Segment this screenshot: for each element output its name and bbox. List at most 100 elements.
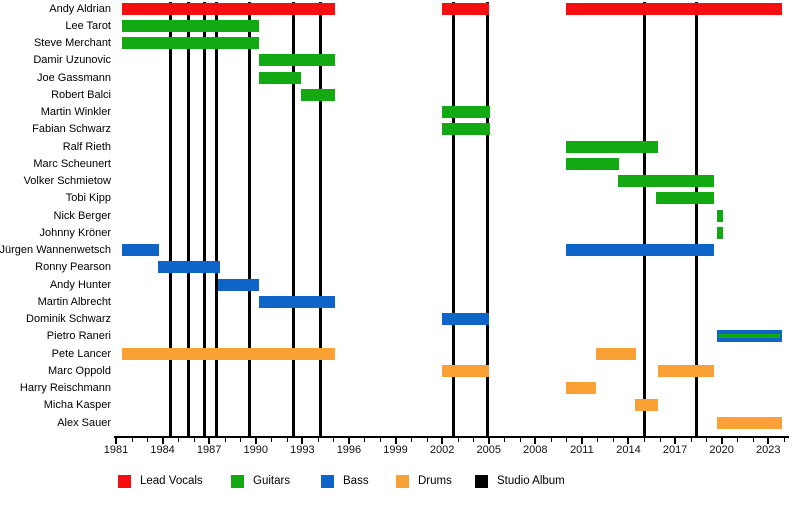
member-bar — [122, 2, 335, 15]
axis-major-tick — [441, 438, 444, 444]
member-bar — [566, 382, 596, 394]
member-bar — [122, 244, 160, 256]
member-bar — [566, 244, 714, 256]
member-bar — [656, 192, 714, 205]
member-bar — [717, 226, 724, 239]
axis-minor-tick — [380, 438, 381, 442]
legend-label: Studio Album — [497, 475, 565, 487]
axis-tick-label: 2014 — [616, 444, 641, 456]
axis-minor-tick — [706, 438, 708, 442]
member-bar — [717, 330, 783, 343]
axis-tick-label: 2002 — [429, 444, 455, 456]
axis-major-tick — [487, 438, 490, 444]
member-name-label: Damir Uzunovic — [33, 54, 111, 67]
member-bar — [717, 209, 724, 222]
axis-minor-tick — [286, 438, 288, 442]
axis-major-tick — [161, 438, 164, 444]
member-bar — [617, 175, 714, 187]
member-name-label: Andy Aldrian — [49, 2, 111, 15]
axis-major-tick — [720, 438, 723, 444]
member-bar — [717, 416, 783, 429]
legend-swatch-guitars — [231, 475, 244, 488]
studio-album-line — [291, 2, 295, 437]
x-axis-line — [114, 436, 789, 438]
axis-major-tick — [627, 438, 630, 444]
studio-album-line — [485, 2, 489, 437]
studio-album-line — [248, 2, 252, 437]
member-bar — [157, 261, 221, 274]
member-name-label: Ralf Rieth — [62, 140, 111, 153]
axis-minor-tick — [224, 438, 226, 442]
member-bar — [300, 88, 335, 101]
axis-minor-tick — [364, 438, 366, 442]
studio-album-line — [695, 2, 699, 437]
axis-major-tick — [115, 438, 117, 444]
axis-minor-tick — [411, 438, 413, 442]
axis-minor-tick — [644, 438, 646, 442]
axis-tick-label: 1981 — [103, 444, 129, 456]
legend-swatch-studio-album — [475, 475, 488, 488]
axis-tick-label: 2023 — [756, 444, 781, 456]
member-name-label: Micha Kasper — [43, 399, 111, 412]
axis-major-tick — [208, 438, 211, 444]
member-name-label: Pietro Raneri — [46, 330, 111, 343]
axis-minor-tick — [597, 438, 599, 442]
axis-major-tick — [534, 438, 537, 444]
axis-minor-tick — [457, 438, 459, 442]
member-name-label: Nick Berger — [53, 209, 111, 222]
member-bar — [566, 2, 783, 15]
member-name-label: Martin Albrecht — [37, 295, 111, 308]
axis-minor-tick — [147, 438, 149, 442]
member-bar — [258, 54, 335, 67]
axis-tick-label: 2008 — [523, 444, 548, 456]
legend-swatch-lead-vocals — [118, 475, 131, 488]
axis-major-tick — [580, 438, 583, 444]
axis-minor-tick — [612, 438, 614, 442]
axis-minor-tick — [566, 438, 568, 442]
axis-minor-tick — [473, 438, 475, 442]
member-name-label: Alex Sauer — [57, 416, 111, 429]
legend-swatch-drums — [396, 475, 409, 488]
member-bar — [442, 2, 489, 15]
axis-major-tick — [254, 438, 257, 444]
axis-tick-label: 2005 — [476, 444, 501, 456]
member-name-label: Ronny Pearson — [35, 261, 111, 274]
axis-minor-tick — [178, 438, 180, 442]
axis-major-tick — [394, 438, 397, 444]
axis-minor-tick — [690, 438, 692, 442]
member-name-label: Marc Oppold — [48, 364, 111, 377]
member-bar — [442, 364, 489, 377]
axis-minor-tick — [131, 438, 133, 442]
legend-label: Guitars — [253, 475, 291, 487]
axis-major-tick — [767, 438, 770, 444]
member-name-label: Harry Reischmann — [19, 382, 111, 394]
member-bar — [595, 347, 637, 360]
member-bar — [258, 71, 301, 84]
member-bar — [122, 37, 259, 49]
member-name-label: Steve Merchant — [33, 37, 111, 49]
studio-album-line — [203, 2, 207, 437]
legend-label: Bass — [343, 475, 369, 487]
member-name-label: Marc Scheunert — [33, 157, 111, 170]
axis-minor-tick — [333, 438, 335, 442]
member-bar — [442, 313, 489, 325]
studio-album-line — [642, 2, 646, 437]
axis-tick-label: 1996 — [336, 444, 362, 456]
axis-tick-label: 1999 — [383, 444, 408, 456]
studio-album-line — [215, 2, 219, 437]
member-name-label: Jürgen Wannenwetsch — [0, 244, 111, 256]
member-name-label: Dominik Schwarz — [26, 313, 111, 325]
axis-minor-tick — [737, 438, 739, 442]
axis-major-tick — [347, 438, 350, 444]
member-bar — [566, 157, 620, 170]
studio-album-line — [168, 2, 172, 437]
axis-tick-label: 1990 — [243, 444, 268, 456]
member-bar — [442, 106, 491, 118]
member-name-label: Robert Balci — [51, 88, 111, 101]
member-bar — [258, 295, 335, 308]
member-bar — [442, 123, 491, 136]
axis-minor-tick — [783, 438, 785, 442]
axis-major-tick — [301, 438, 304, 444]
axis-minor-tick — [504, 438, 506, 442]
member-name-label: Lee Tarot — [65, 19, 111, 32]
